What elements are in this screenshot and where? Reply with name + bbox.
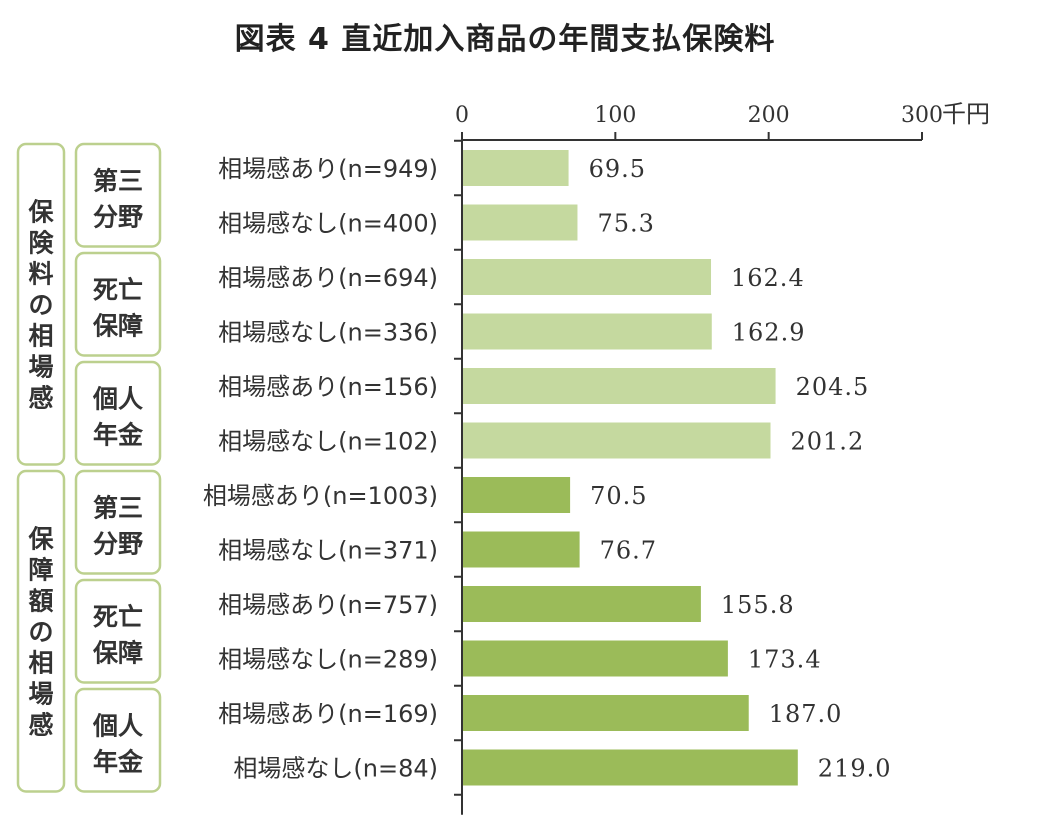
bar-value-label: 76.7: [600, 537, 657, 565]
bar-value-label: 204.5: [796, 373, 870, 401]
bar: [463, 640, 728, 677]
bar-value-label: 70.5: [590, 482, 647, 510]
bar: [463, 422, 771, 459]
bar-value-label: 187.0: [769, 700, 843, 728]
subgroup-label: 保障: [92, 311, 143, 340]
group-box: [16, 142, 66, 466]
bar: [463, 204, 578, 241]
bar: [463, 313, 712, 350]
row-label: 相場感あり(n=1003): [203, 482, 438, 510]
subgroup-box: [74, 360, 162, 466]
row-label: 相場感あり(n=694): [218, 264, 438, 292]
bar: [463, 150, 569, 186]
subgroup-label: 個人: [92, 384, 143, 413]
row-label: 相場感なし(n=371): [218, 537, 438, 565]
row-label: 相場感なし(n=84): [233, 755, 438, 783]
bar: [463, 477, 571, 513]
subgroup-label: 第三: [93, 166, 143, 195]
bar-value-label: 173.4: [748, 646, 822, 674]
subgroup-label: 死亡: [93, 602, 143, 631]
bar: [463, 259, 712, 295]
x-axis-unit: 千円: [942, 100, 990, 128]
subgroup-box: [74, 578, 162, 684]
row-label: 相場感あり(n=169): [218, 700, 438, 728]
row-label: 相場感なし(n=400): [218, 210, 438, 238]
row-label: 相場感なし(n=289): [218, 646, 438, 674]
bar: [463, 586, 701, 622]
row-label: 相場感あり(n=156): [218, 373, 438, 401]
group-label: 保険料の相場感: [27, 197, 54, 412]
bar-value-label: 75.3: [597, 210, 654, 238]
subgroup-label: 個人: [92, 711, 143, 740]
subgroup-box: [74, 469, 162, 575]
subgroup-label: 死亡: [93, 275, 143, 304]
bar-value-label: 219.0: [818, 755, 892, 783]
subgroup-label: 年金: [93, 420, 144, 449]
bar-value-label: 162.4: [731, 264, 805, 292]
x-tick-label: 100: [594, 103, 636, 128]
subgroup-label: 年金: [93, 747, 144, 776]
subgroup-label: 保障: [92, 638, 143, 667]
x-tick-label: 300: [901, 103, 943, 128]
bar: [463, 749, 798, 786]
group-label: 保障額の相場感: [27, 524, 54, 739]
subgroup-box: [74, 142, 162, 248]
chart-title: 図表 4 直近加入商品の年間支払保険料: [234, 22, 776, 57]
bar: [463, 368, 776, 404]
bar-value-label: 155.8: [721, 591, 795, 619]
bar-value-label: 201.2: [791, 428, 865, 456]
x-tick-label: 200: [748, 103, 790, 128]
subgroup-label: 第三: [93, 493, 143, 522]
row-label: 相場感あり(n=949): [218, 155, 438, 183]
row-label: 相場感なし(n=336): [218, 319, 438, 347]
subgroup-label: 分野: [93, 202, 143, 231]
bar: [463, 695, 749, 731]
subgroup-box: [74, 687, 162, 793]
row-label: 相場感あり(n=757): [218, 591, 438, 619]
bar-value-label: 162.9: [732, 319, 806, 347]
x-tick-label: 0: [455, 103, 469, 128]
row-label: 相場感なし(n=102): [218, 428, 438, 456]
subgroup-box: [74, 251, 162, 357]
subgroup-label: 分野: [93, 529, 143, 558]
bar: [463, 531, 580, 568]
group-box: [16, 469, 66, 793]
bar-value-label: 69.5: [589, 155, 646, 183]
